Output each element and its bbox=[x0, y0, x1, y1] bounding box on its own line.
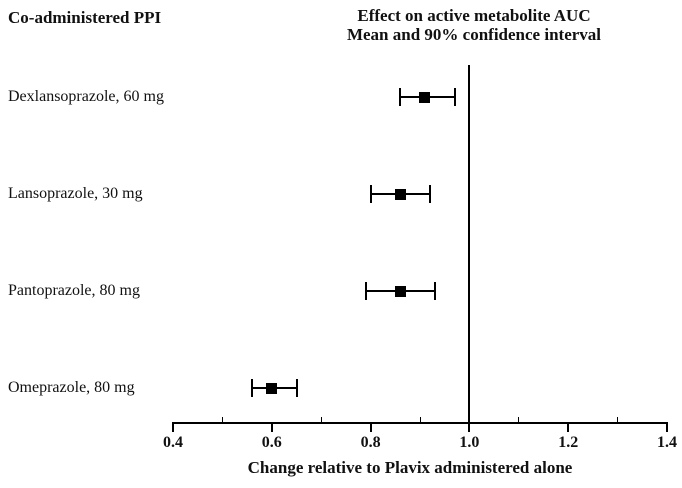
ci-cap-low bbox=[399, 88, 402, 106]
ci-cap-low bbox=[251, 379, 254, 397]
x-major-tick bbox=[270, 424, 273, 432]
mean-marker bbox=[419, 91, 431, 103]
x-tick-label: 1.2 bbox=[558, 434, 579, 451]
x-tick-label: 0.6 bbox=[261, 434, 282, 451]
x-tick-label: 0.4 bbox=[163, 434, 183, 451]
ci-cap-high bbox=[295, 379, 298, 397]
chart-title: Effect on active metabolite AUC bbox=[357, 6, 591, 25]
x-tick-label: 1.0 bbox=[459, 434, 480, 451]
mean-marker bbox=[394, 188, 406, 200]
x-tick-label: 1.4 bbox=[657, 434, 677, 451]
x-minor-tick bbox=[518, 417, 520, 422]
ci-cap-high bbox=[428, 185, 431, 203]
mean-marker bbox=[266, 382, 278, 394]
x-major-tick bbox=[567, 424, 570, 432]
chart-subtitle: Mean and 90% confidence interval bbox=[346, 25, 602, 44]
ci-cap-low bbox=[369, 185, 372, 203]
ci-cap-high bbox=[433, 282, 436, 300]
x-major-tick bbox=[468, 424, 471, 432]
x-major-tick bbox=[666, 424, 668, 432]
x-minor-tick bbox=[419, 417, 421, 422]
row-label: Lansoprazole, 30 mg bbox=[8, 185, 143, 202]
row-label: Pantoprazole, 80 mg bbox=[8, 282, 140, 299]
x-major-tick bbox=[369, 424, 372, 432]
chart-title-block: Effect on active metabolite AUC Mean and… bbox=[294, 6, 654, 44]
x-axis-label: Change relative to Plavix administered a… bbox=[247, 458, 573, 477]
x-minor-tick bbox=[221, 417, 223, 422]
reference-line bbox=[468, 65, 471, 424]
row-label: Dexlansoprazole, 60 mg bbox=[8, 88, 164, 105]
left-column-header: Co-administered PPI bbox=[8, 8, 162, 27]
ci-cap-low bbox=[364, 282, 367, 300]
x-minor-tick bbox=[617, 417, 619, 422]
mean-marker bbox=[394, 285, 406, 297]
x-major-tick bbox=[172, 424, 174, 432]
x-axis-line bbox=[172, 422, 668, 424]
x-tick-label: 0.8 bbox=[360, 434, 381, 451]
row-label: Omeprazole, 80 mg bbox=[8, 379, 135, 396]
ci-cap-high bbox=[453, 88, 456, 106]
x-minor-tick bbox=[320, 417, 322, 422]
